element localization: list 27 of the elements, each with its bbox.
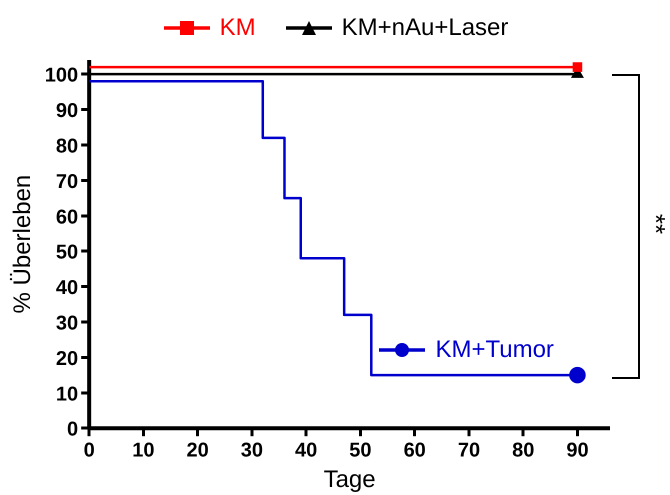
y-tick-label: 80	[56, 135, 78, 158]
y-tick-label: 100	[44, 64, 78, 87]
x-tick-label: 60	[404, 440, 426, 462]
x-tick-label: 70	[458, 440, 480, 462]
x-tick-label: 10	[132, 440, 155, 462]
y-tick-label: 40	[56, 277, 78, 300]
x-tick-label: 90	[566, 440, 589, 462]
x-tick-label: 40	[295, 440, 318, 462]
y-tick-label: 30	[56, 312, 78, 335]
y-tick-label: 70	[56, 170, 78, 193]
text: **	[641, 214, 670, 234]
y-tick-label: 10	[56, 383, 78, 406]
x-tick-label: 0	[84, 440, 95, 462]
x-tick-label: 80	[512, 440, 534, 462]
legend-label: KM	[220, 14, 256, 42]
y-tick-label: 20	[56, 348, 78, 370]
x-tick-label: 30	[240, 440, 264, 462]
legend-label: KM+nAu+Laser	[342, 14, 508, 42]
y-tick-label: 60	[56, 206, 78, 228]
y-tick-label: 50	[56, 242, 78, 264]
x-tick-label: 20	[186, 440, 209, 462]
x-axis-title: Tage	[324, 466, 376, 494]
y-axis-title: % Überleben	[9, 174, 36, 314]
legend-label: KM+Tumor	[435, 336, 554, 364]
y-tick-label: 0	[67, 418, 78, 441]
x-tick-label: 50	[349, 440, 372, 462]
y-tick-label: 90	[56, 100, 78, 122]
